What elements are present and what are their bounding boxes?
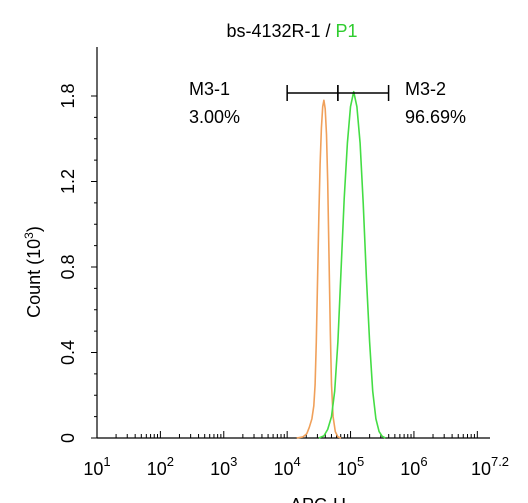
chart-title-highlight: P1 — [336, 21, 358, 41]
x-tick-label: 101 — [83, 454, 110, 479]
y-tick-label: 1.2 — [58, 169, 78, 194]
axes — [96, 47, 490, 439]
series-1-line — [296, 99, 342, 439]
gate-percent-label: 3.00% — [189, 107, 240, 127]
gate-name-label: M3-2 — [405, 79, 446, 99]
x-tick-label: 102 — [147, 454, 174, 479]
x-tick-label: 104 — [274, 454, 301, 479]
y-tick-label: 0 — [58, 433, 78, 443]
y-tick-label: 1.8 — [58, 83, 78, 108]
gate-name-label: M3-1 — [189, 79, 230, 99]
y-tick-label: 0.8 — [58, 254, 78, 279]
series-2-line — [318, 90, 386, 439]
gate-percent-label: 96.69% — [405, 107, 466, 127]
series-layer — [296, 90, 386, 439]
y-ticks: 0 0.4 0.8 1.2 1.8 — [58, 83, 97, 443]
x-axis-label: APC-H — [290, 495, 346, 503]
chart-title-prefix: bs-4132R-1 / — [226, 21, 335, 41]
y-tick-label: 0.4 — [58, 340, 78, 365]
x-tick-label: 106 — [400, 454, 427, 479]
y-axis-label: Count (103) — [22, 226, 44, 318]
gate-layer: M3-1 3.00% M3-2 96.69% — [189, 79, 466, 127]
x-tick-label: 107.2 — [471, 454, 509, 479]
x-tick-label: 105 — [337, 454, 364, 479]
x-tick-label: 103 — [210, 454, 237, 479]
chart-title: bs-4132R-1 / P1 — [226, 21, 357, 41]
x-ticks: 101 102 103 104 105 106 107.2 — [83, 431, 509, 479]
